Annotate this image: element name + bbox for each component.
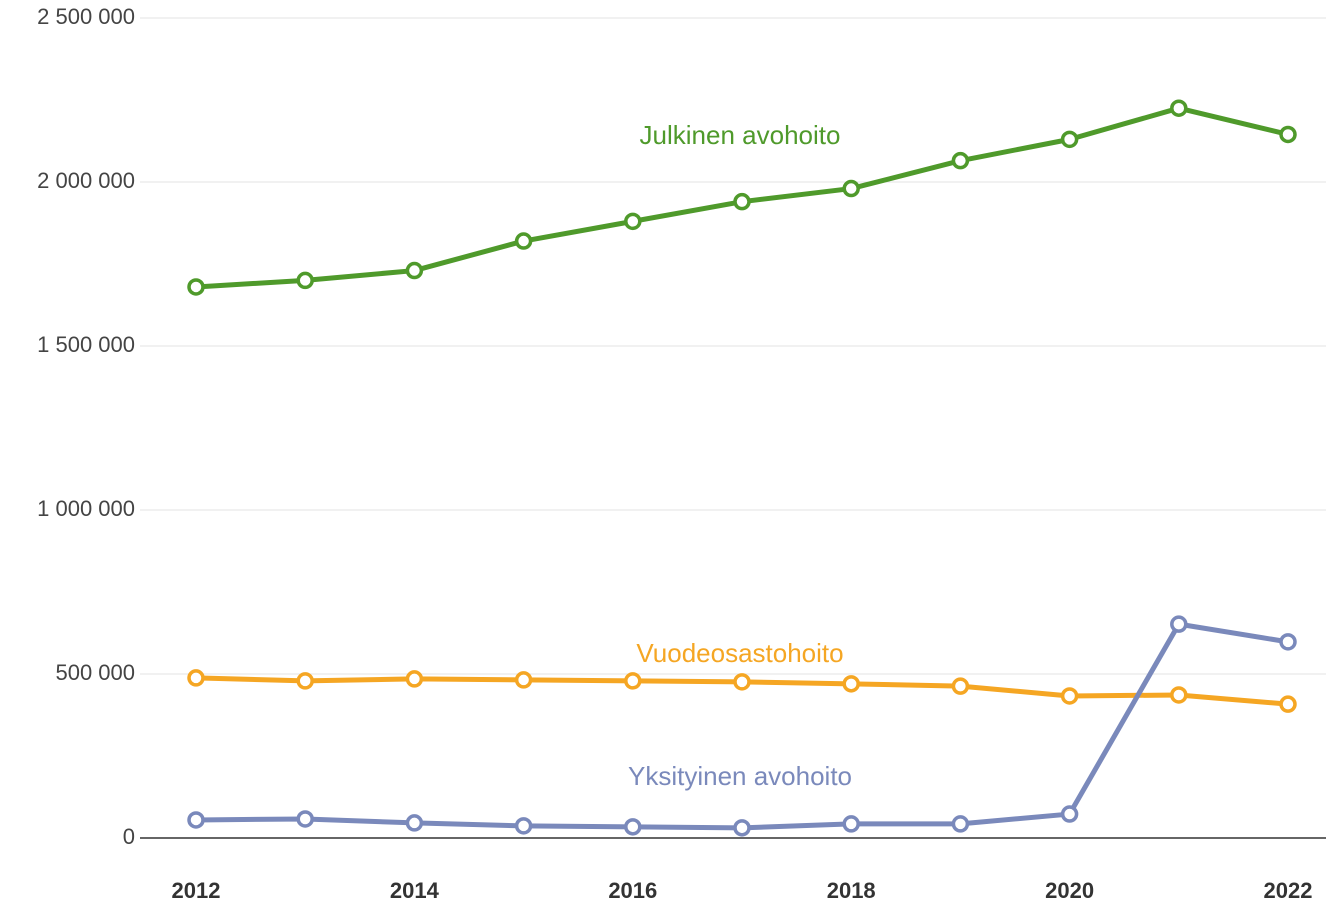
x-tick-label: 2012 [172,878,221,903]
x-tick-label: 2014 [390,878,440,903]
x-tick-label: 2020 [1045,878,1094,903]
x-tick-label: 2022 [1264,878,1313,903]
data-point [842,815,860,833]
data-point [733,819,751,837]
data-point [296,271,314,290]
data-point [624,212,642,231]
x-tick-label: 2016 [608,878,657,903]
series-label: Julkinen avohoito [640,120,841,150]
series-label: Vuodeosastohoito [636,638,843,668]
data-point [187,811,205,829]
x-tick-label: 2018 [827,878,876,903]
data-point [1170,99,1188,117]
data-point [1279,633,1297,651]
data-point [1279,695,1297,713]
y-tick-label: 2 000 000 [37,168,135,193]
y-tick-label: 500 000 [55,660,135,685]
data-point [514,671,533,689]
data-point [733,192,751,211]
data-point [187,278,205,296]
data-point [1279,125,1297,144]
data-point [1170,686,1188,704]
series-label: Yksityinen avohoito [628,761,852,791]
data-point [296,672,314,690]
data-point [514,232,533,250]
y-tick-label: 1 500 000 [37,332,135,357]
y-tick-label: 0 [123,824,135,849]
data-point [1060,805,1079,823]
data-point [1060,687,1079,705]
data-point [405,261,424,280]
data-point [842,675,860,693]
data-point [1060,130,1079,149]
data-point [405,670,424,688]
data-point [514,817,533,835]
data-point [624,672,642,690]
y-tick-label: 2 500 000 [37,4,135,29]
data-point [951,815,970,833]
data-point [842,179,860,198]
data-point [951,677,970,695]
data-point [296,810,314,828]
data-point [187,669,205,687]
y-tick-label: 1 000 000 [37,496,135,521]
data-point [951,151,970,170]
data-point [733,673,751,691]
data-point [405,814,424,832]
data-point [1170,615,1188,633]
data-point [624,818,642,836]
